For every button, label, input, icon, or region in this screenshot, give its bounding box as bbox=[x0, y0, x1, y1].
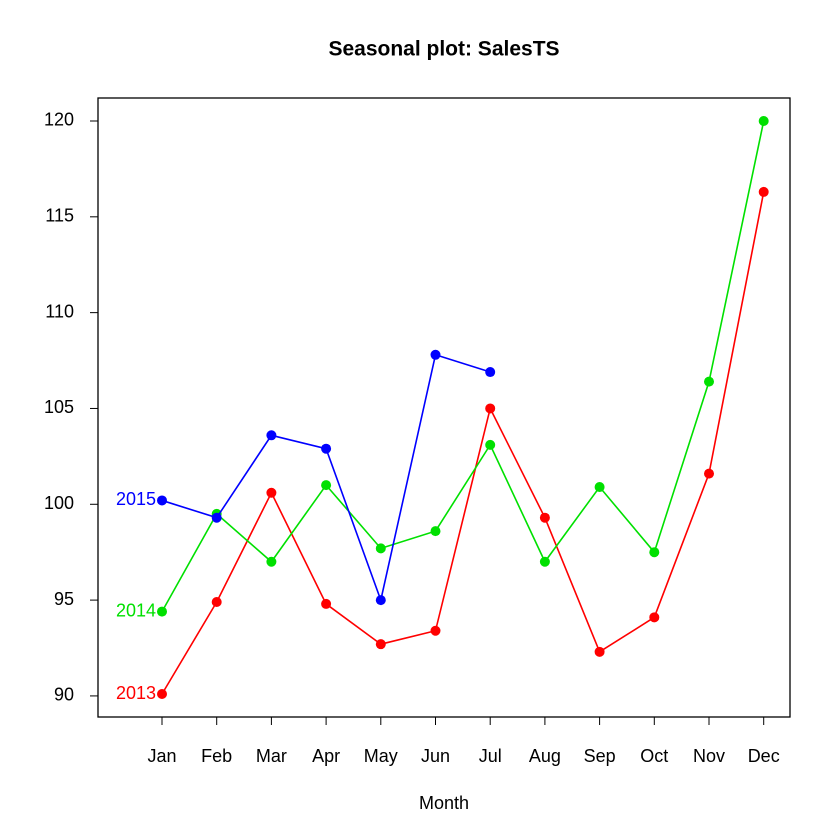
point bbox=[649, 547, 660, 558]
x-tick-label: Oct bbox=[640, 746, 668, 766]
point bbox=[375, 543, 386, 554]
point bbox=[704, 376, 714, 387]
point bbox=[430, 349, 441, 360]
point bbox=[321, 443, 332, 454]
point bbox=[157, 495, 167, 506]
x-tick-label: Mar bbox=[256, 746, 287, 766]
series-label: 2013 bbox=[116, 683, 156, 703]
x-axis-label: Month bbox=[419, 793, 469, 813]
point bbox=[157, 689, 167, 700]
series-line bbox=[161, 191, 765, 695]
x-tick-label: Dec bbox=[748, 746, 780, 766]
point bbox=[266, 556, 277, 567]
point bbox=[211, 512, 222, 523]
point bbox=[594, 646, 605, 657]
point bbox=[594, 482, 605, 493]
plot-frame bbox=[97, 97, 791, 718]
y-tick-label: 120 bbox=[44, 110, 74, 130]
series-line bbox=[161, 120, 765, 612]
x-tick-label: Jul bbox=[479, 746, 502, 766]
point bbox=[157, 606, 167, 617]
point bbox=[430, 526, 441, 537]
point bbox=[649, 612, 660, 623]
point bbox=[485, 367, 496, 378]
chart-title: Seasonal plot: SalesTS bbox=[328, 38, 559, 61]
point bbox=[321, 480, 332, 491]
point bbox=[539, 556, 550, 567]
point bbox=[430, 625, 441, 636]
x-tick-label: Apr bbox=[312, 746, 340, 766]
y-tick-label: 95 bbox=[54, 589, 74, 609]
x-tick-label: May bbox=[364, 746, 398, 766]
point bbox=[211, 597, 222, 608]
x-tick-label: Jun bbox=[421, 746, 450, 766]
series-line bbox=[161, 353, 491, 603]
y-tick-label: 105 bbox=[44, 397, 74, 417]
point bbox=[375, 639, 386, 650]
y-tick-label: 115 bbox=[45, 206, 74, 226]
point bbox=[758, 115, 769, 126]
point bbox=[266, 487, 277, 498]
y-tick-label: 90 bbox=[54, 685, 74, 705]
series-label: 2015 bbox=[116, 489, 156, 509]
x-tick-label: Feb bbox=[201, 746, 232, 766]
point bbox=[485, 439, 496, 450]
x-tick-label: Sep bbox=[584, 746, 616, 766]
x-tick-label: Jan bbox=[147, 746, 176, 766]
point bbox=[266, 430, 277, 441]
point bbox=[321, 598, 332, 609]
point bbox=[539, 512, 550, 523]
x-tick-label: Nov bbox=[693, 746, 725, 766]
point bbox=[758, 186, 769, 197]
series-label: 2014 bbox=[116, 600, 156, 620]
x-tick-label: Aug bbox=[529, 746, 561, 766]
y-tick-label: 110 bbox=[45, 301, 74, 321]
point bbox=[485, 403, 496, 414]
point bbox=[704, 468, 714, 479]
point bbox=[375, 595, 386, 606]
y-tick-label: 100 bbox=[44, 493, 74, 513]
